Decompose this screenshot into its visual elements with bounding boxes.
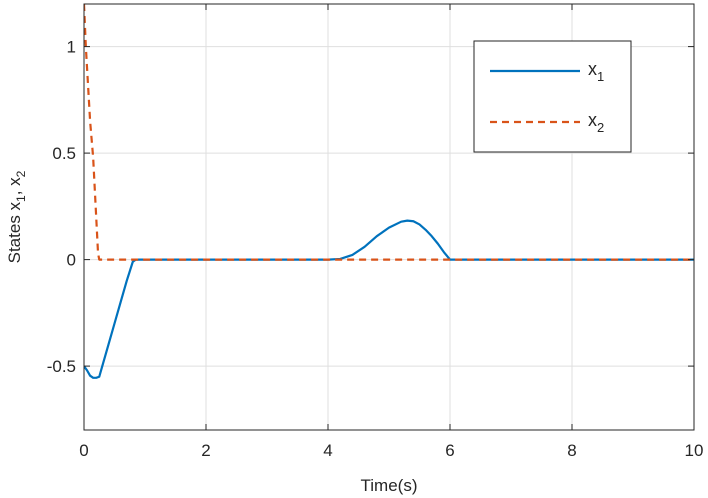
legend-label-2: x2 [588, 110, 604, 135]
x-tick-label: 10 [685, 441, 704, 460]
y-tick-label: 0.5 [52, 144, 76, 163]
y-axis-label-main: States x [5, 201, 24, 263]
x-axis-label: Time(s) [361, 476, 418, 495]
legend-label-1: x1 [588, 59, 604, 84]
y-axis-label-sub1: 1 [14, 195, 28, 202]
series-line-2 [84, 4, 694, 261]
y-tick-label: 1 [67, 38, 76, 57]
legend: x1 x2 [473, 40, 632, 153]
y-axis-label-sep: , x [5, 177, 24, 195]
plot-area [84, 4, 694, 379]
y-axis-label-sub2: 2 [14, 170, 28, 177]
axis-ticks: 0 2 4 6 8 10 -0.5 0 0.5 1 [47, 4, 704, 460]
x-tick-label: 6 [445, 441, 454, 460]
y-tick-label: 0 [67, 251, 76, 270]
axes-box [83, 3, 695, 431]
x-tick-label: 4 [323, 441, 332, 460]
series-line-1 [84, 219, 694, 379]
legend-box [473, 40, 632, 153]
y-tick-label: -0.5 [47, 357, 76, 376]
x-tick-label: 2 [201, 441, 210, 460]
y-axis-label: States x1, x2 [5, 170, 28, 263]
x-tick-label: 8 [567, 441, 576, 460]
series-group [84, 4, 694, 379]
x-tick-label: 0 [79, 441, 88, 460]
